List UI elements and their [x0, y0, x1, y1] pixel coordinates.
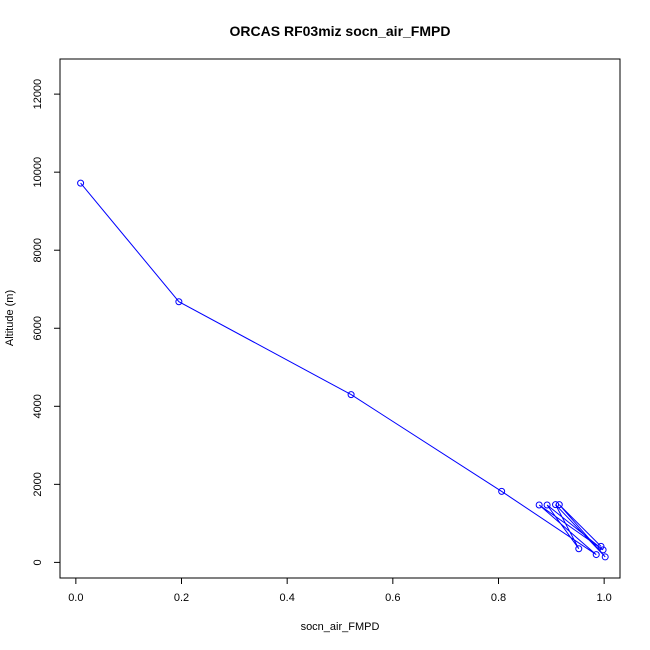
plot-area-frame [59, 58, 621, 579]
series-group [77, 179, 609, 561]
data-point [575, 545, 583, 553]
x-tick-label: 0.0 [68, 592, 83, 604]
x-tick-label: 0.2 [174, 592, 189, 604]
x-axis-label: socn_air_FMPD [301, 621, 380, 633]
data-point [535, 501, 543, 509]
data-point [175, 298, 183, 306]
y-tick-label: 2000 [32, 472, 44, 496]
x-tick-label: 1.0 [597, 592, 612, 604]
data-point [592, 551, 600, 559]
x-tick-label: 0.4 [280, 592, 295, 604]
chart-title: ORCAS RF03miz socn_air_FMPD [230, 23, 451, 39]
data-point [597, 542, 605, 550]
y-tick-label: 12000 [32, 79, 44, 110]
data-point [77, 179, 85, 187]
y-tick-label: 8000 [32, 238, 44, 262]
y-axis: 0 2000 4000 6000 8000 10000 12000 [32, 79, 61, 565]
data-point [552, 501, 560, 509]
data-point [555, 501, 563, 509]
x-tick-label: 0.6 [385, 592, 400, 604]
y-tick-label: 0 [32, 559, 44, 565]
data-point [347, 391, 355, 399]
y-tick-label: 10000 [32, 157, 44, 188]
x-axis: 0.0 0.2 0.4 0.6 0.8 1.0 [68, 577, 612, 604]
data-point [599, 546, 607, 554]
series-line [80, 182, 606, 558]
x-tick-label: 0.8 [491, 592, 506, 604]
data-point [601, 553, 609, 561]
data-point [498, 487, 506, 495]
y-tick-label: 4000 [32, 394, 44, 418]
data-point [543, 501, 551, 509]
y-axis-label: Altitude (m) [4, 290, 16, 346]
y-tick-label: 6000 [32, 316, 44, 340]
